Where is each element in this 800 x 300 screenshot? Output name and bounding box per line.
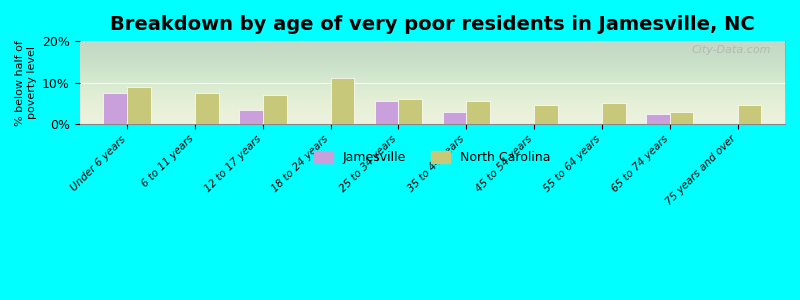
Bar bbox=[738, 105, 762, 124]
Title: Breakdown by age of very poor residents in Jamesville, NC: Breakdown by age of very poor residents … bbox=[110, 15, 754, 34]
Bar bbox=[263, 95, 286, 124]
Legend: Jamesville, North Carolina: Jamesville, North Carolina bbox=[309, 146, 555, 169]
Bar bbox=[239, 110, 263, 124]
Bar bbox=[398, 99, 422, 124]
Bar bbox=[602, 103, 626, 124]
Bar bbox=[374, 101, 398, 124]
Bar bbox=[127, 87, 151, 124]
Bar bbox=[646, 114, 670, 124]
Bar bbox=[670, 112, 694, 124]
Text: City-Data.com: City-Data.com bbox=[691, 45, 771, 55]
Bar bbox=[466, 101, 490, 124]
Bar bbox=[442, 112, 466, 124]
Bar bbox=[103, 93, 127, 124]
Bar bbox=[534, 105, 558, 124]
Bar bbox=[330, 78, 354, 124]
Bar bbox=[195, 93, 218, 124]
Y-axis label: % below half of
poverty level: % below half of poverty level bbox=[15, 40, 37, 125]
